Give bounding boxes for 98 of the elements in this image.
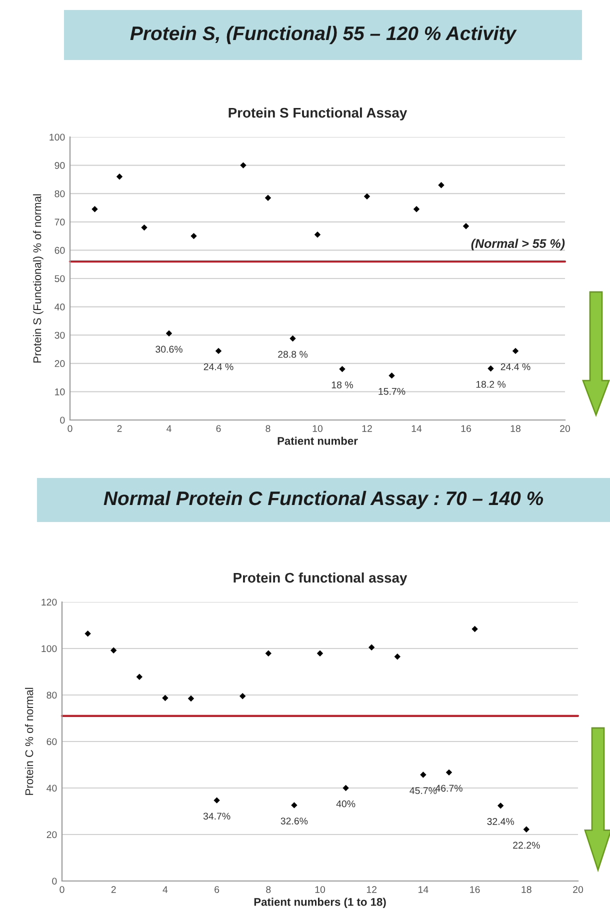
x-tick-label: 14 <box>412 425 422 432</box>
point <box>136 674 143 680</box>
chart-subtitle: Protein S Functional Assay <box>228 107 408 120</box>
x-tick-label: 8 <box>266 425 270 432</box>
x-tick-label: 12 <box>366 886 377 893</box>
data-label: 28.8 % <box>278 350 308 358</box>
y-tick-label: 10 <box>55 388 65 396</box>
point <box>166 330 172 337</box>
point <box>446 769 452 776</box>
point <box>92 206 98 212</box>
x-axis-title: Patient number <box>278 436 358 445</box>
data-label: 46.7% <box>435 784 462 792</box>
y-tick-label: 80 <box>54 190 65 198</box>
x-tick-label: 2 <box>111 886 116 893</box>
point <box>413 206 420 212</box>
x-tick-label: 18 <box>522 886 532 893</box>
point <box>314 232 321 238</box>
point <box>215 348 222 354</box>
data-label: 15.7% <box>378 388 406 395</box>
y-tick-label: 80 <box>46 692 57 699</box>
point <box>190 232 197 240</box>
point <box>394 654 401 660</box>
point <box>116 174 123 180</box>
data-label: 32.4% <box>487 818 514 825</box>
data-label: 32.6% <box>280 818 308 824</box>
y-tick-label: 30 <box>54 332 65 339</box>
x-tick-label: 18 <box>510 425 520 432</box>
chart-title: Normal Protein C Functional Assay : 70 – 140 % <box>104 490 544 510</box>
y-tick-label: 40 <box>54 304 65 310</box>
point <box>291 802 298 808</box>
point <box>342 784 349 792</box>
point <box>364 193 370 200</box>
chart-subtitle: Protein C functional assay <box>234 572 408 586</box>
data-label: 18.2 % <box>476 380 506 388</box>
y-tick-label: 0 <box>60 416 65 424</box>
y-tick-label: 100 <box>50 134 65 141</box>
x-tick-label: 2 <box>117 425 122 432</box>
x-tick-label: 16 <box>470 886 480 893</box>
y-axis-title: Protein C % of normal <box>25 688 34 795</box>
x-tick-label: 20 <box>560 425 570 432</box>
x-tick-label: 4 <box>162 886 168 893</box>
x-tick-label: 16 <box>461 425 471 432</box>
point <box>420 772 426 778</box>
x-tick-label: 0 <box>68 425 72 432</box>
point <box>512 348 519 354</box>
y-tick-label: 60 <box>54 246 65 254</box>
point <box>523 826 530 832</box>
data-label: 45.7% <box>410 787 437 794</box>
point <box>240 162 246 168</box>
x-tick-label: 20 <box>573 886 584 893</box>
x-tick-label: 8 <box>266 886 271 893</box>
data-label: 30.6% <box>156 346 182 353</box>
point <box>264 194 272 201</box>
point <box>214 797 220 804</box>
x-tick-label: 4 <box>166 425 172 432</box>
point <box>339 366 346 372</box>
x-tick-label: 10 <box>315 886 326 893</box>
chart-title: Protein S, (Functional) 55 – 120 % Activity <box>130 26 517 44</box>
point <box>316 650 324 656</box>
y-tick-label: 70 <box>54 218 65 226</box>
point <box>472 626 478 632</box>
point <box>462 223 470 230</box>
point <box>265 650 272 656</box>
y-tick-label: 120 <box>42 598 57 606</box>
y-tick-label: 0 <box>52 878 57 885</box>
x-tick-label: 10 <box>312 425 323 432</box>
data-label: 18 % <box>332 381 353 388</box>
point <box>438 182 444 188</box>
point <box>497 802 504 809</box>
point <box>488 365 494 372</box>
y-tick-label: 50 <box>54 275 65 282</box>
point <box>388 372 395 379</box>
y-axis-title: Protein S (Functional) % of normal <box>33 194 44 362</box>
y-tick-label: 100 <box>42 645 57 652</box>
x-axis-title: Patient numbers (1 to 18) <box>254 898 386 908</box>
y-tick-label: 90 <box>54 162 65 169</box>
data-label: 40% <box>336 800 356 808</box>
data-label: 22.2% <box>513 842 540 849</box>
y-tick-label: 60 <box>46 738 57 746</box>
point <box>368 644 375 650</box>
point <box>239 693 246 700</box>
x-tick-label: 6 <box>216 425 221 432</box>
x-tick-label: 14 <box>418 886 428 893</box>
y-tick-label: 20 <box>46 831 57 838</box>
point <box>188 695 194 702</box>
data-label: 34.7% <box>203 812 230 820</box>
x-tick-label: 6 <box>214 886 220 893</box>
point <box>290 335 296 342</box>
ref-line-label: (Normal > 55 %) <box>471 238 565 250</box>
point <box>110 647 117 654</box>
data-label: 24.4 % <box>500 363 530 370</box>
y-tick-label: 40 <box>46 784 57 792</box>
point <box>84 630 91 637</box>
point <box>141 224 148 231</box>
point <box>162 694 168 702</box>
x-tick-label: 12 <box>362 425 372 432</box>
y-tick-label: 20 <box>54 360 65 368</box>
data-label: 24.4 % <box>204 363 234 370</box>
